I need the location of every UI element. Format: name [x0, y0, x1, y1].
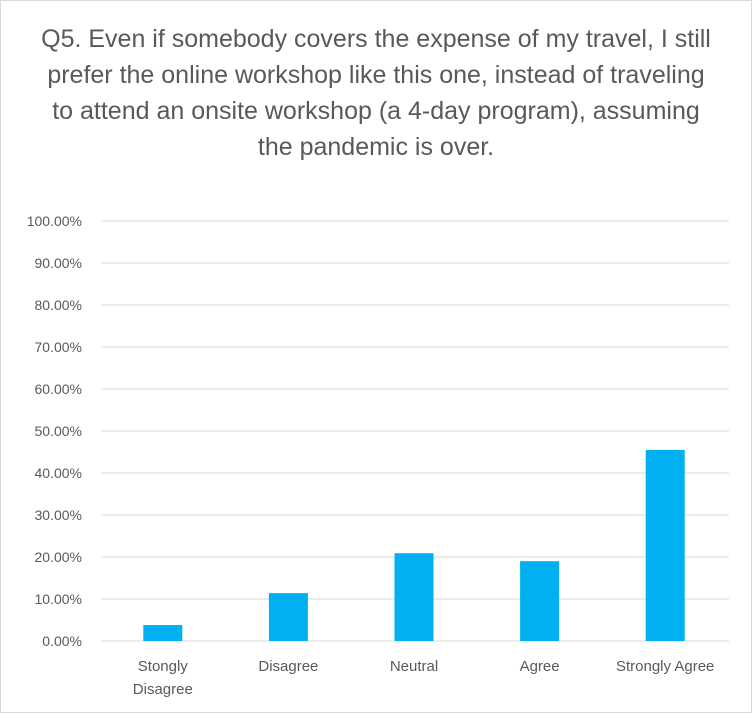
bar: [520, 561, 560, 641]
bar: [143, 625, 183, 641]
y-tick-label: 80.00%: [35, 297, 82, 313]
x-category-label: Stongly: [138, 658, 189, 675]
y-tick-label: 10.00%: [35, 591, 82, 607]
y-tick-label: 20.00%: [35, 549, 82, 565]
y-tick-label: 70.00%: [35, 339, 82, 355]
y-tick-label: 50.00%: [35, 423, 82, 439]
chart-title: Q5. Even if somebody covers the expense …: [41, 25, 711, 161]
x-category-label: Disagree: [133, 681, 193, 698]
y-tick-label: 60.00%: [35, 381, 82, 397]
x-category-label: Strongly Agree: [616, 658, 714, 675]
bar: [645, 449, 685, 641]
bar: [268, 593, 308, 641]
x-category-label: Disagree: [258, 658, 318, 675]
y-tick-label: 100.00%: [27, 213, 82, 229]
y-tick-label: 30.00%: [35, 507, 82, 523]
y-tick-label: 40.00%: [35, 465, 82, 481]
y-tick-label: 0.00%: [42, 633, 82, 649]
y-tick-label: 90.00%: [35, 255, 82, 271]
x-category-label: Neutral: [390, 658, 438, 675]
bar: [394, 553, 434, 641]
x-category-label: Agree: [520, 658, 560, 675]
